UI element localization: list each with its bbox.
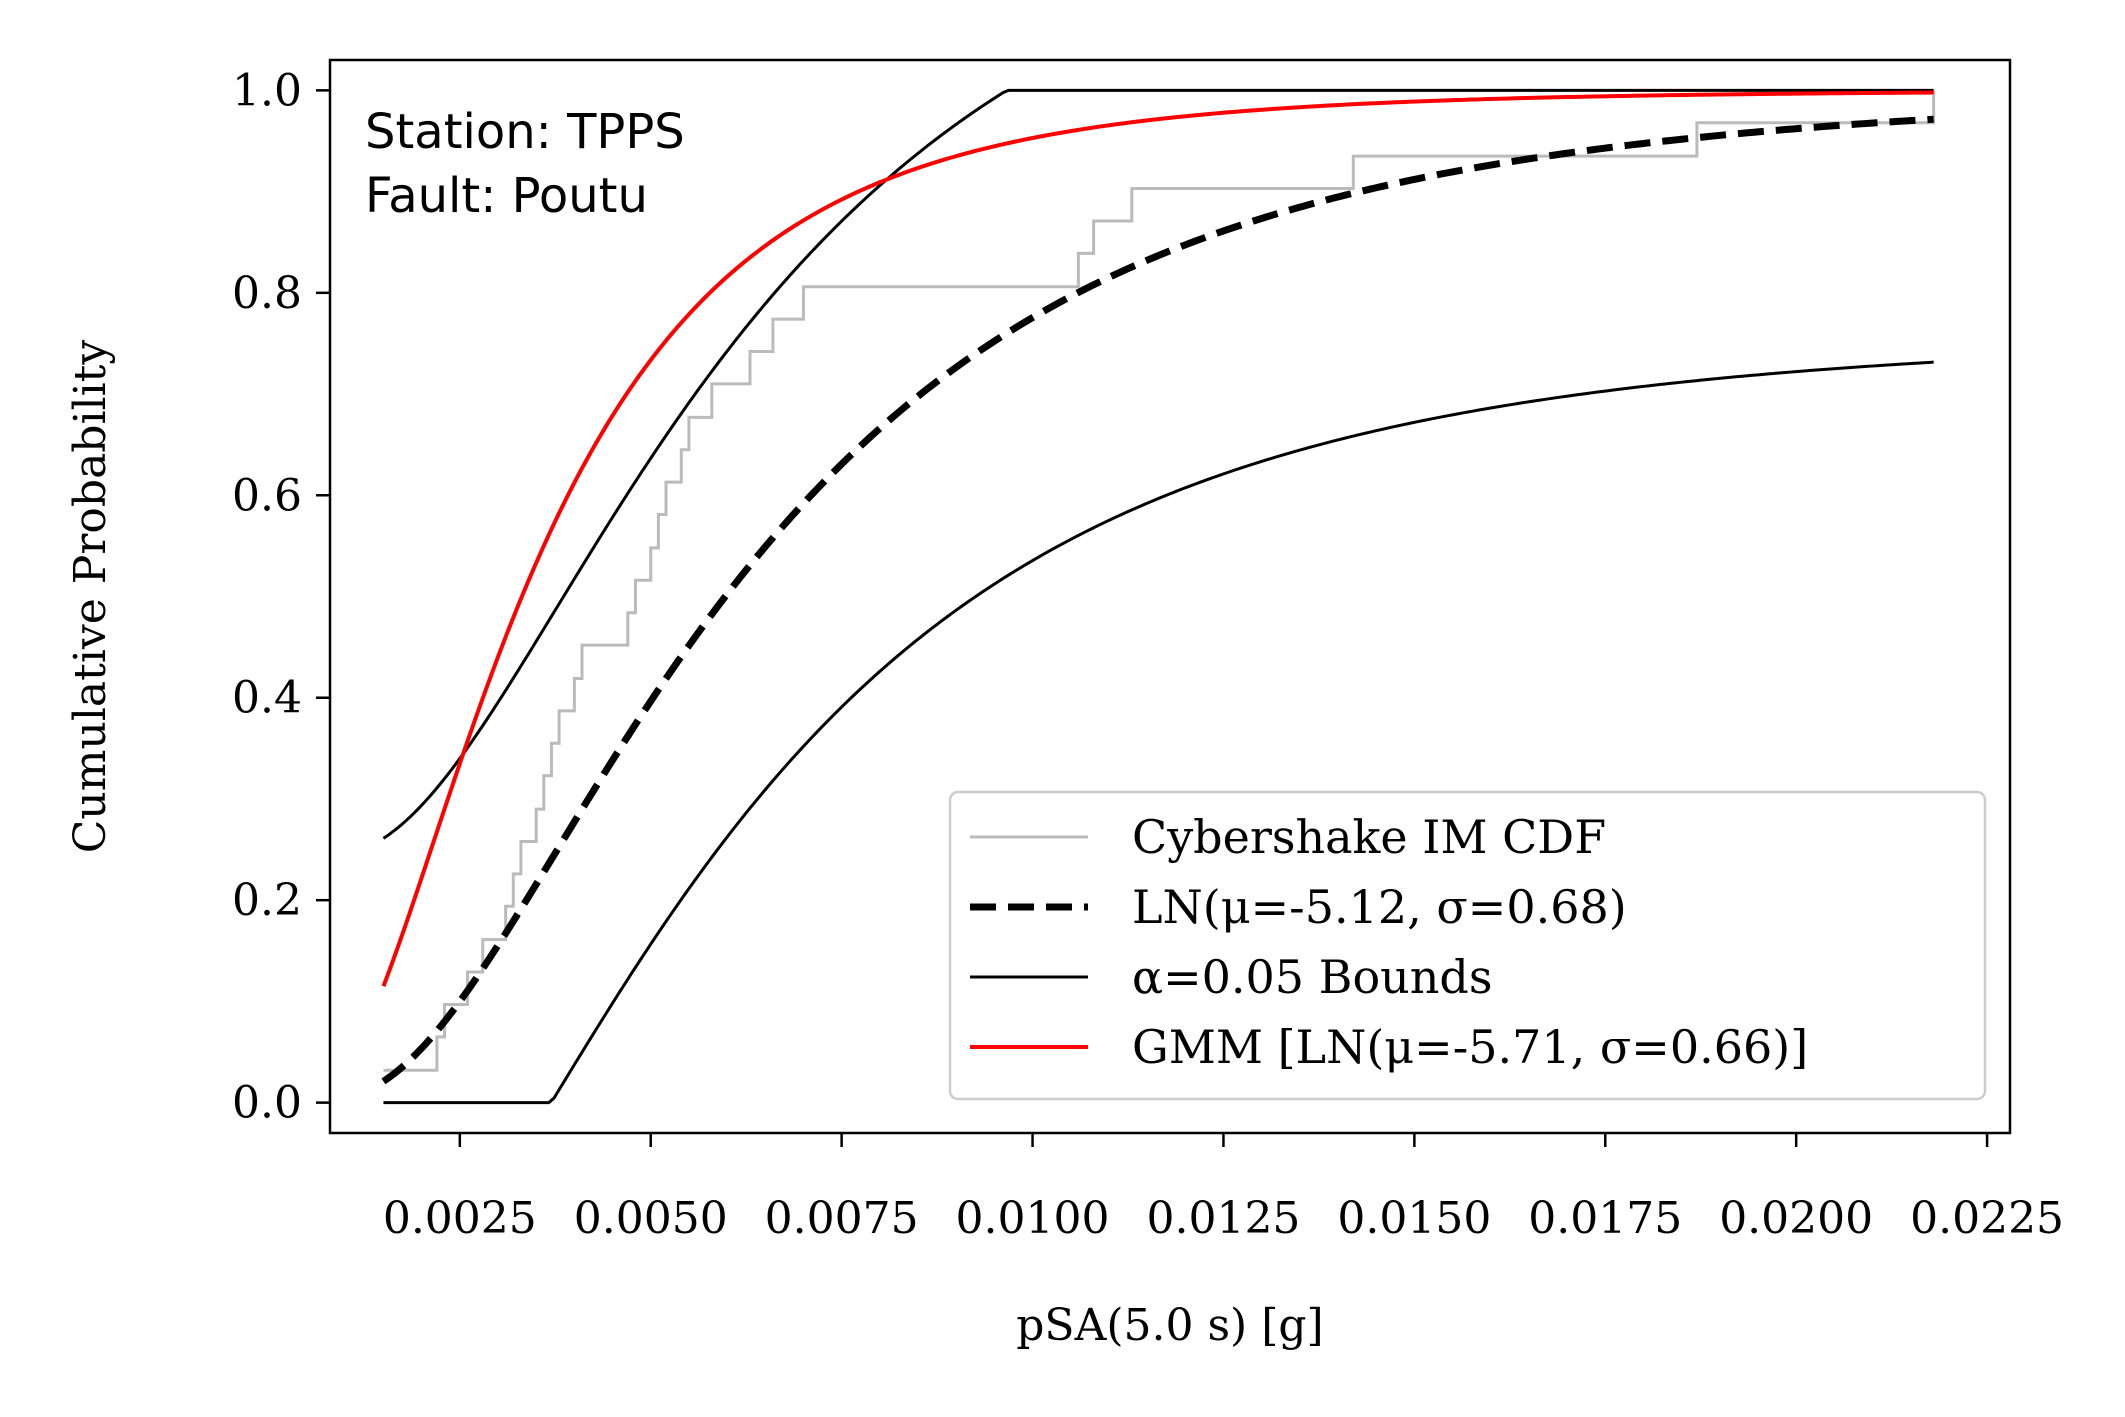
x-tick-label: 0.0025 xyxy=(383,1193,537,1244)
y-axis-ticks: 0.0 0.2 0.4 0.6 0.8 1.0 xyxy=(232,65,330,1129)
station-annotation: Station: TPPS Fault: Poutu xyxy=(365,104,685,224)
series-line-2 xyxy=(382,88,1934,840)
series-line-3 xyxy=(383,360,1934,1105)
y-tick-label: 1.0 xyxy=(232,65,302,116)
x-tick-label: 0.0075 xyxy=(765,1193,919,1244)
x-tick-label: 0.0200 xyxy=(1719,1193,1873,1244)
series-line-4 xyxy=(381,90,1934,987)
annotation-fault: Fault: Poutu xyxy=(365,168,648,224)
y-tick-label: 0.2 xyxy=(232,875,302,926)
x-tick-label: 0.0050 xyxy=(574,1193,728,1244)
y-tick-label: 0.0 xyxy=(232,1078,302,1129)
legend-label-bounds: α=0.05 Bounds xyxy=(1132,950,1492,1004)
legend-label-gmm: GMM [LN(μ=-5.71, σ=0.66)] xyxy=(1132,1020,1808,1074)
legend-label-cybershake: Cybershake IM CDF xyxy=(1132,810,1606,864)
x-tick-label: 0.0225 xyxy=(1910,1193,2064,1244)
x-axis-label: pSA(5.0 s) [g] xyxy=(1016,1300,1323,1351)
series-line-1 xyxy=(381,115,1934,1085)
annotation-station: Station: TPPS xyxy=(365,104,685,160)
y-tick-label: 0.8 xyxy=(232,268,302,319)
x-tick-label: 0.0175 xyxy=(1528,1193,1682,1244)
plot-lines xyxy=(381,88,1936,1105)
x-tick-label: 0.0150 xyxy=(1337,1193,1491,1244)
legend-label-ln-fit: LN(μ=-5.12, σ=0.68) xyxy=(1132,880,1627,934)
legend: Cybershake IM CDF LN(μ=-5.12, σ=0.68) α=… xyxy=(948,790,1987,1101)
y-tick-label: 0.4 xyxy=(232,673,302,724)
y-tick-label: 0.6 xyxy=(232,470,302,521)
x-tick-label: 0.0100 xyxy=(956,1193,1110,1244)
legend-box xyxy=(948,790,1987,1101)
series-line-0 xyxy=(383,90,1936,1072)
axes-frame xyxy=(328,58,2012,1135)
x-tick-label: 0.0125 xyxy=(1146,1193,1300,1244)
y-axis-label: Cumulative Probability xyxy=(65,340,116,854)
x-axis-ticks: 0.0025 0.0050 0.0075 0.0100 0.0125 0.0150 0.01… xyxy=(383,1133,2064,1244)
